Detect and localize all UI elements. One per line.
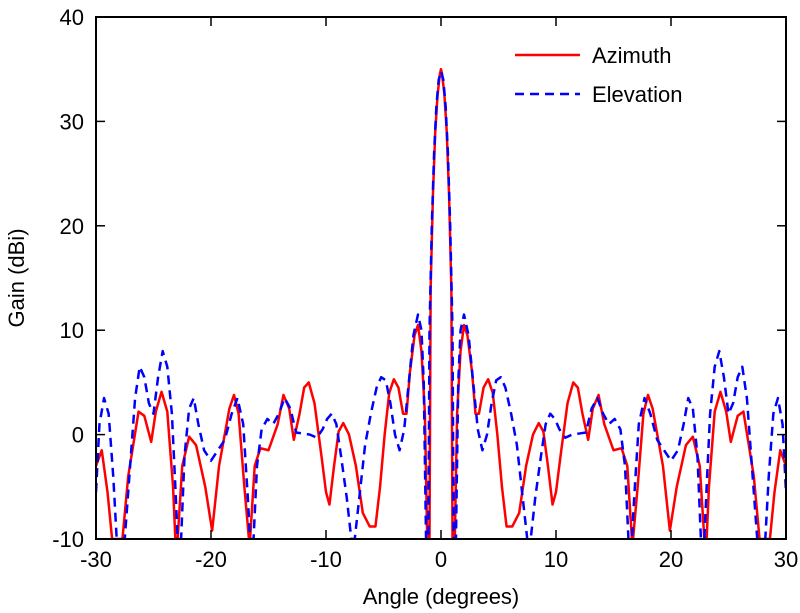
x-tick-label: -20 (195, 547, 227, 572)
y-tick-label: 20 (60, 214, 84, 239)
series-layer (96, 67, 786, 539)
tick-layer: -30 -20 -10 0 10 20 30 -10 0 10 20 30 40 (52, 5, 798, 572)
x-tick-label: -10 (310, 547, 342, 572)
series-line-azimuth (96, 67, 786, 539)
y-tick-label: 40 (60, 5, 84, 30)
x-tick-label: 0 (435, 547, 447, 572)
y-axis-label: Gain (dBi) (4, 228, 29, 327)
series-line-elevation (96, 70, 786, 539)
x-tick-label: 20 (659, 547, 683, 572)
legend-label-azimuth: Azimuth (592, 43, 671, 68)
legend: Azimuth Elevation (515, 43, 683, 107)
x-tick-label: -30 (80, 547, 112, 572)
y-tick-label: -10 (52, 527, 84, 552)
y-tick-label: 0 (72, 423, 84, 448)
y-tick-label: 30 (60, 109, 84, 134)
y-tick-label: 10 (60, 318, 84, 343)
x-axis-label: Angle (degrees) (363, 584, 520, 609)
x-tick-label: 30 (774, 547, 798, 572)
x-tick-label: 10 (544, 547, 568, 572)
legend-label-elevation: Elevation (592, 82, 683, 107)
